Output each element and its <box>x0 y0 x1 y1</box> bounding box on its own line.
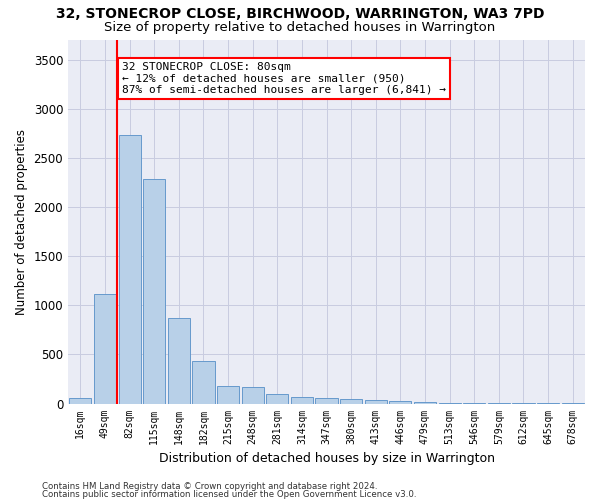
Text: 32 STONECROP CLOSE: 80sqm
← 12% of detached houses are smaller (950)
87% of semi: 32 STONECROP CLOSE: 80sqm ← 12% of detac… <box>122 62 446 95</box>
Text: 32, STONECROP CLOSE, BIRCHWOOD, WARRINGTON, WA3 7PD: 32, STONECROP CLOSE, BIRCHWOOD, WARRINGT… <box>56 8 544 22</box>
Bar <box>340 398 362 404</box>
X-axis label: Distribution of detached houses by size in Warrington: Distribution of detached houses by size … <box>158 452 494 465</box>
Bar <box>414 402 436 404</box>
Bar <box>439 402 461 404</box>
Bar <box>69 398 91 404</box>
Bar <box>143 178 165 404</box>
Bar <box>242 388 264 404</box>
Bar <box>389 400 412 404</box>
Bar <box>119 136 140 404</box>
Bar <box>94 294 116 404</box>
Bar <box>365 400 387 404</box>
Bar <box>217 386 239 404</box>
Bar <box>193 362 215 404</box>
Text: Contains public sector information licensed under the Open Government Licence v3: Contains public sector information licen… <box>42 490 416 499</box>
Bar <box>463 402 485 404</box>
Y-axis label: Number of detached properties: Number of detached properties <box>15 129 28 315</box>
Bar <box>168 318 190 404</box>
Bar <box>266 394 289 404</box>
Text: Contains HM Land Registry data © Crown copyright and database right 2024.: Contains HM Land Registry data © Crown c… <box>42 482 377 491</box>
Bar <box>316 398 338 404</box>
Text: Size of property relative to detached houses in Warrington: Size of property relative to detached ho… <box>104 21 496 34</box>
Bar <box>291 396 313 404</box>
